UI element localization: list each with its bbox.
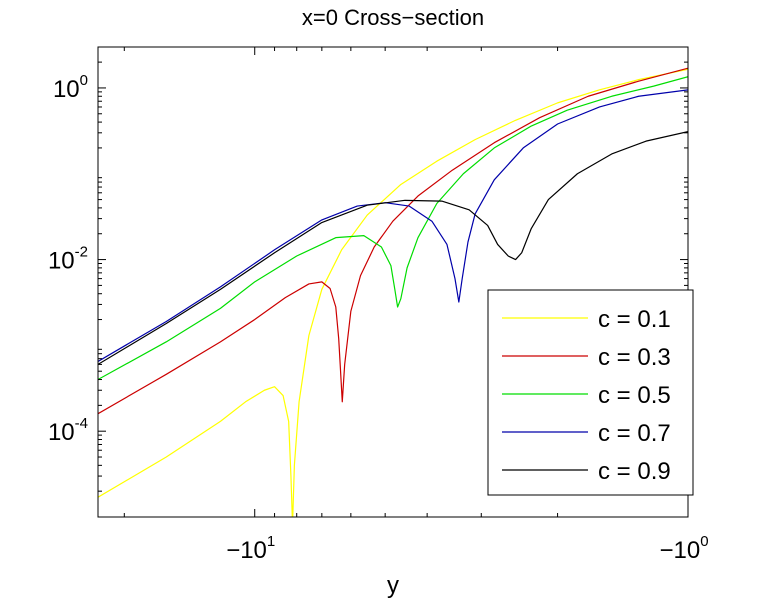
x-axis-label: y <box>387 572 399 599</box>
series-line-2 <box>98 67 688 415</box>
x-tick-label: −100 <box>659 533 708 564</box>
x-tick-label-exponent: 1 <box>267 533 275 550</box>
series-line-5 <box>98 131 688 365</box>
series-layer <box>98 67 688 517</box>
legend-label-4: c = 0.7 <box>598 420 671 447</box>
series-line-4 <box>98 89 688 362</box>
y-tick-label: 10-4 <box>48 415 88 446</box>
legend-label-2: c = 0.3 <box>598 344 671 371</box>
series-line-3 <box>98 76 688 381</box>
x-tick-label-exponent: 0 <box>700 533 708 550</box>
x-tick-label-base: −10 <box>659 537 700 564</box>
y-tick-label-exponent: -2 <box>75 244 88 261</box>
y-tick-label-exponent: 0 <box>80 72 88 89</box>
legend: c = 0.1 c = 0.3 c = 0.5 c = 0.7 c = 0.9 <box>487 289 694 496</box>
legend-label-5: c = 0.9 <box>598 458 671 485</box>
y-tick-label: 100 <box>53 72 88 103</box>
chart-title: x=0 Cross−section <box>302 5 484 30</box>
y-tick-label-base: 10 <box>48 419 75 446</box>
legend-label-3: c = 0.5 <box>598 382 671 409</box>
y-tick-label-base: 10 <box>48 248 75 275</box>
y-tick-label: 10-2 <box>48 244 88 275</box>
series-line-1 <box>98 68 688 517</box>
y-tick-label-base: 10 <box>53 76 80 103</box>
y-tick-label-exponent: -4 <box>75 415 88 432</box>
x-tick-label: −101 <box>226 533 275 564</box>
legend-box <box>487 289 694 496</box>
x-tick-label-base: −10 <box>226 537 267 564</box>
legend-label-1: c = 0.1 <box>598 306 671 333</box>
plot-frame <box>97 46 689 518</box>
